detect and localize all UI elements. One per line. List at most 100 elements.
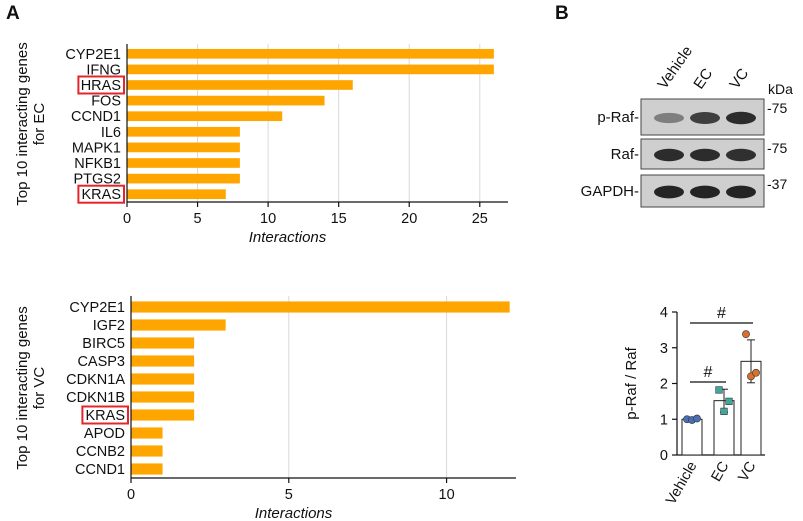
vc-gene-bar-chart: CYP2E1 IGF2 BIRC5 CASP3 CDKN1A CDKN1B KRAS APOD… [14,296,516,521]
bar-ccnd1 [131,463,163,475]
category-label-cyp2e1: CYP2E1 [69,300,125,316]
blot-band [726,148,756,162]
x-axis-title: Interactions [255,505,333,521]
lane-label-vehicle: Vehicle [654,43,696,92]
bar-nfkb1 [127,158,240,168]
category-label-ptgs2: PTGS2 [73,172,121,188]
category-label-kras: KRAS [86,408,126,424]
bar-ccnd1 [127,111,283,122]
x-tick-label: 15 [331,211,347,227]
category-label-nfkb1: NFKB1 [74,156,121,172]
highlight-box-kras [81,405,129,425]
blot-row-label: p-Raf- [597,109,639,126]
category-label-cdkn1b: CDKN1B [66,390,125,406]
blot-band [726,111,756,125]
x-tick-label-vc: VC [736,459,760,484]
bar-vehicle [681,418,703,456]
bar-mapk1 [127,142,240,153]
panel-label-b: B [555,3,569,24]
bar-cyp2e1 [127,48,494,59]
category-label-kras: KRAS [82,187,122,203]
y-tick-label: 4 [660,305,668,321]
blot-band [726,185,756,199]
bar-il6 [127,126,240,137]
x-tick-label: 10 [260,211,276,227]
category-label-apod: APOD [84,426,125,442]
y-axis-title-line1: Top 10 interacting genes [14,306,31,469]
blot-row-label: Raf- [611,146,639,163]
x-tick-label: 5 [285,487,293,503]
y-axis-title-line1: Top 10 interacting genes [14,42,31,205]
category-label-mapk1: MAPK1 [72,140,121,156]
data-point [725,397,733,405]
category-label-cdkn1a: CDKN1A [66,372,125,388]
bar-cdkn1a [131,373,195,385]
blot-marker-label: -75 [767,140,787,156]
category-label-ccnd1: CCND1 [71,109,121,125]
y-axis-title: p-Raf / Raf [623,346,640,419]
blot-band [690,112,720,124]
y-axis-title-line2: for VC [31,367,48,410]
x-tick-label-vehicle: Vehicle [663,459,700,508]
bar-hras [127,80,353,90]
y-tick-label: 0 [660,448,668,464]
bar-ptgs2 [127,173,240,184]
x-tick-label: 0 [123,211,131,227]
bar-fos [127,95,325,106]
bar-casp3 [131,355,195,367]
bar-cdkn1b [131,391,195,403]
ec-gene-bar-chart: CYP2E1IFNGHRASFOSCCND1IL6MAPK1NFKB1PTGS2… [14,42,508,246]
category-label-ifng: IFNG [86,62,121,78]
category-label-ccnd1: CCND1 [75,462,125,478]
highlight-box-kras [77,184,125,204]
praf-raf-bar-chart: 0 1 2 3 4 p-Raf / Raf Vehicle EC VC # # [623,305,765,508]
bar-cyp2e1 [131,301,510,313]
data-point [720,407,728,415]
bar-kras [131,409,195,421]
bar-kras [127,189,226,200]
data-point [752,368,760,377]
x-axis-title: Interactions [249,229,327,246]
blot-marker-label: -37 [767,176,787,192]
x-tick-label: 0 [127,487,135,503]
x-tick-label: 5 [194,211,202,227]
blot-band [654,185,684,199]
highlight-box-hras [77,75,125,95]
blot-band [690,148,720,162]
lane-label-vc: VC [726,65,752,92]
category-label-hras: HRAS [81,78,121,94]
category-label-igf2: IGF2 [93,318,125,334]
significance-label: # [704,364,713,381]
category-label-ccnb2: CCNB2 [76,444,125,460]
y-tick-label: 2 [660,377,668,393]
category-label-cyp2e1: CYP2E1 [65,47,121,63]
category-label-casp3: CASP3 [77,354,125,370]
data-point [742,330,750,339]
bar-ccnb2 [131,445,163,457]
blot-band [654,112,684,124]
significance-label: # [717,305,726,322]
y-tick-label: 1 [660,412,668,428]
bar-apod [131,427,163,439]
bar-ifng [127,64,494,75]
data-point [715,386,723,394]
bar-birc5 [131,337,195,349]
y-axis-title-line2: for EC [31,103,48,146]
data-point [693,414,701,423]
category-label-fos: FOS [91,94,121,110]
x-tick-label: 10 [439,487,455,503]
y-tick-label: 3 [660,341,668,357]
panel-label-a: A [6,3,20,24]
category-label-il6: IL6 [101,125,121,141]
blot-marker-label: -75 [767,100,787,116]
x-tick-label: 20 [401,211,417,227]
x-tick-label: 25 [472,211,488,227]
blot-row-label: GAPDH- [581,183,639,200]
bar-igf2 [131,319,226,331]
category-label-birc5: BIRC5 [82,336,125,352]
kda-unit-label: kDa [768,81,793,97]
lane-label-ec: EC [690,65,716,92]
blot-band [654,148,684,162]
